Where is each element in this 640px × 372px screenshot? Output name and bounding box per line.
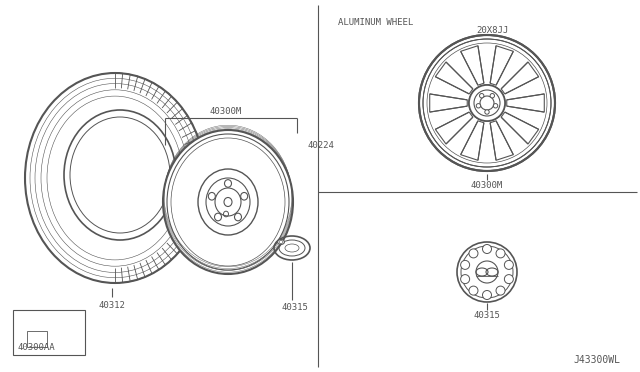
- Text: 40300M: 40300M: [210, 106, 242, 115]
- Circle shape: [493, 103, 498, 108]
- Text: 40315: 40315: [282, 302, 308, 311]
- Polygon shape: [507, 94, 544, 112]
- Circle shape: [476, 103, 481, 108]
- Circle shape: [469, 249, 478, 258]
- Ellipse shape: [278, 240, 285, 244]
- Circle shape: [490, 93, 495, 98]
- Text: 40315: 40315: [474, 311, 500, 321]
- Circle shape: [427, 43, 547, 163]
- Text: 40312: 40312: [99, 301, 125, 310]
- Circle shape: [483, 244, 492, 253]
- Polygon shape: [461, 46, 484, 85]
- Polygon shape: [429, 94, 467, 112]
- Circle shape: [496, 286, 505, 295]
- Circle shape: [504, 260, 513, 269]
- Text: 40300M: 40300M: [471, 180, 503, 189]
- Polygon shape: [461, 121, 484, 160]
- Text: ALUMINUM WHEEL: ALUMINUM WHEEL: [338, 17, 413, 26]
- Text: J43300WL: J43300WL: [573, 355, 620, 365]
- Circle shape: [457, 242, 517, 302]
- Circle shape: [469, 286, 478, 295]
- Text: 40224: 40224: [308, 141, 335, 150]
- Bar: [13, 310, 85, 355]
- Circle shape: [496, 249, 505, 258]
- Polygon shape: [435, 62, 473, 94]
- Circle shape: [461, 275, 470, 283]
- Circle shape: [504, 275, 513, 283]
- Polygon shape: [490, 121, 513, 160]
- Polygon shape: [501, 112, 539, 144]
- Polygon shape: [501, 62, 539, 94]
- Polygon shape: [435, 112, 473, 144]
- Circle shape: [484, 110, 489, 114]
- Circle shape: [483, 291, 492, 299]
- Circle shape: [461, 260, 470, 269]
- Ellipse shape: [25, 73, 205, 283]
- Circle shape: [469, 85, 505, 121]
- Text: 40300AA: 40300AA: [17, 343, 54, 352]
- Ellipse shape: [163, 130, 293, 274]
- Bar: [27, 331, 47, 347]
- Text: 20X8JJ: 20X8JJ: [476, 26, 508, 35]
- Polygon shape: [490, 46, 513, 85]
- Circle shape: [484, 100, 490, 106]
- Circle shape: [479, 93, 484, 98]
